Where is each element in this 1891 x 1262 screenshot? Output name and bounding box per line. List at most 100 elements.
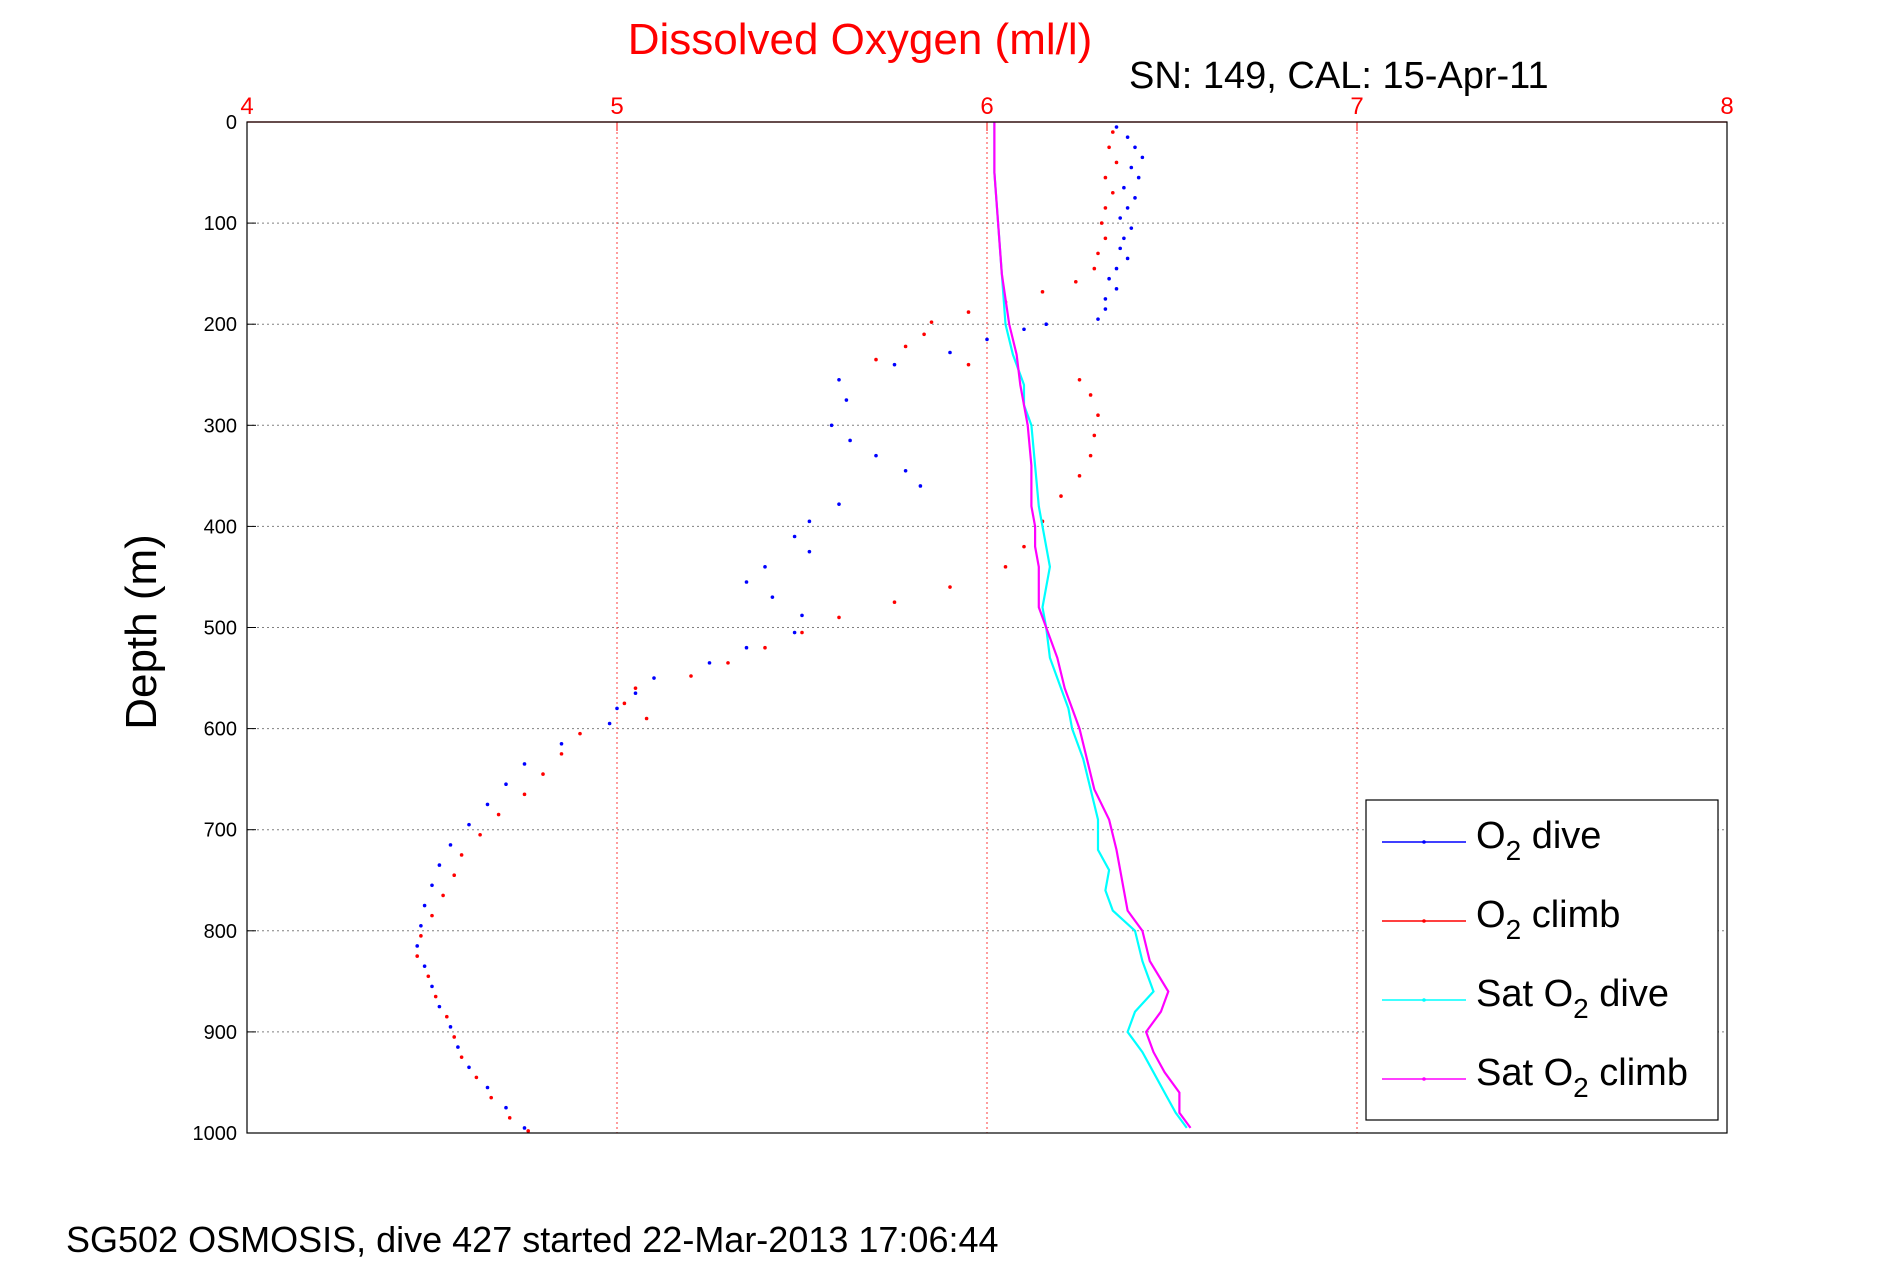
data-point (504, 1105, 508, 1110)
y-tick-label: 900 (204, 1022, 237, 1044)
data-point (633, 686, 638, 690)
data-point (1077, 378, 1082, 382)
data-point (607, 721, 612, 726)
data-point (763, 645, 767, 650)
data-point (1103, 206, 1108, 210)
data-point (504, 782, 508, 787)
data-point (559, 752, 564, 756)
data-point (422, 964, 427, 968)
x-tick-labels: 4 5 6 7 8 (240, 93, 1733, 120)
series-o2-dive (415, 125, 1145, 1130)
data-point (837, 615, 841, 620)
data-point (966, 310, 971, 314)
data-point (633, 691, 638, 696)
data-point (689, 674, 693, 678)
x-tick-label: 7 (1350, 93, 1363, 120)
legend: O2 dive O2 climb Sat O2 dive Sat O2 climb (1365, 799, 1719, 1121)
data-point (456, 1045, 460, 1049)
y-tick-label: 1000 (193, 1123, 238, 1145)
x-tick-label: 4 (240, 93, 253, 120)
data-point (1118, 246, 1122, 251)
data-point (526, 1129, 530, 1133)
series-o2-climb (415, 130, 1119, 1133)
data-point (1140, 155, 1145, 160)
data-point (522, 792, 527, 797)
x-tick-label: 8 (1720, 93, 1733, 120)
data-point (948, 350, 952, 355)
data-point (929, 320, 934, 324)
data-point (478, 832, 482, 837)
data-point (1099, 221, 1104, 225)
data-point (1114, 266, 1119, 271)
data-point (985, 337, 989, 342)
data-point (415, 944, 420, 948)
data-point (1103, 175, 1108, 180)
data-point (807, 549, 812, 554)
legend-label: Sat O2 climb (1476, 1052, 1688, 1103)
data-point (792, 630, 797, 635)
data-point (874, 357, 878, 362)
data-point (622, 701, 627, 706)
data-point (467, 1065, 471, 1070)
data-point (829, 423, 834, 428)
legend-box (1365, 799, 1719, 1121)
data-point (1114, 287, 1119, 291)
data-point (1003, 565, 1008, 569)
data-point (1040, 290, 1045, 294)
data-point (1129, 165, 1134, 170)
data-point (430, 913, 434, 918)
y-tick-label: 400 (204, 516, 237, 538)
y-tick-label: 200 (204, 314, 237, 336)
data-point (448, 843, 453, 847)
data-point (892, 600, 897, 605)
data-point (419, 923, 423, 928)
data-point (485, 802, 490, 807)
data-point (1092, 433, 1097, 438)
data-point (807, 519, 812, 524)
data-point (874, 453, 878, 458)
data-point (496, 812, 501, 817)
data-point (1107, 145, 1111, 150)
data-point (1125, 256, 1130, 261)
series-layer (415, 122, 1192, 1133)
data-point (1022, 544, 1026, 549)
data-point (1103, 307, 1108, 311)
data-point (1088, 453, 1093, 458)
data-point (903, 468, 908, 473)
data-point (1133, 196, 1137, 200)
y-tick-label: 0 (226, 112, 237, 134)
data-point (1125, 135, 1130, 139)
data-point (1096, 251, 1100, 256)
data-point (848, 438, 852, 443)
legend-marker (1422, 840, 1426, 844)
data-point (1125, 206, 1130, 210)
legend-label: O2 climb (1476, 894, 1620, 945)
data-point (1122, 185, 1126, 190)
data-point (448, 1025, 453, 1029)
data-point (1103, 297, 1108, 301)
chart-title: Dissolved Oxygen (ml/l) (628, 15, 1093, 64)
data-point (1103, 236, 1108, 241)
data-point (1044, 322, 1048, 327)
y-tick-labels: 0 100 200 300 400 500 600 700 800 900 1000 (193, 112, 238, 1145)
data-point (459, 853, 464, 857)
chart-subtitle: SN: 149, CAL: 15-Apr-11 (1129, 55, 1549, 97)
plot-frame (246, 121, 1728, 1134)
data-point (837, 502, 841, 506)
data-point (615, 706, 619, 711)
y-axis-label: Depth (m) (117, 534, 166, 730)
data-point (1111, 190, 1115, 195)
legend-marker (1422, 998, 1426, 1002)
data-point (707, 661, 712, 665)
data-point (452, 873, 457, 877)
data-point (1074, 279, 1078, 284)
legend-label: Sat O2 dive (1476, 973, 1669, 1024)
data-point (1114, 125, 1119, 129)
data-point (922, 332, 926, 337)
data-point (844, 398, 849, 402)
y-tick-label: 300 (204, 415, 237, 437)
data-point (1092, 266, 1097, 271)
data-point (1059, 494, 1063, 498)
data-point (485, 1085, 490, 1090)
data-point (474, 1075, 479, 1080)
